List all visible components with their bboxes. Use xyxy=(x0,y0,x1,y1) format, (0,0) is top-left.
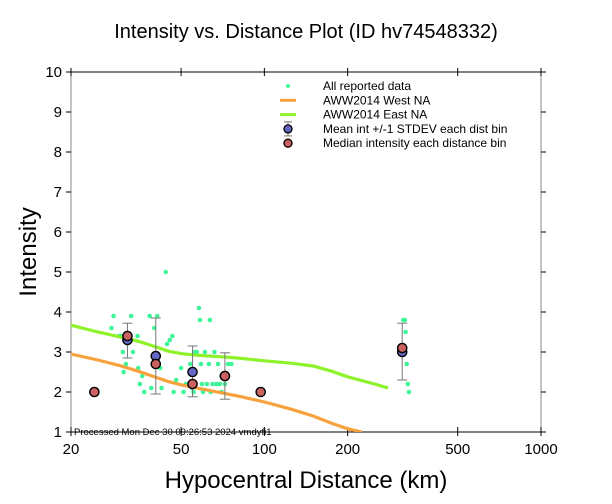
median-intensity-point xyxy=(187,378,198,390)
reported-data-point xyxy=(137,381,143,387)
y-tick-label: 8 xyxy=(54,144,62,161)
legend-mean-icon xyxy=(283,124,293,134)
chart-title: Intensity vs. Distance Plot (ID hv745483… xyxy=(114,21,498,43)
reported-data-point xyxy=(188,361,193,367)
legend-label: Mean int +/-1 STDEV each dist bin xyxy=(323,122,507,136)
reported-data-point xyxy=(167,337,173,343)
reported-data-point xyxy=(198,361,204,367)
reported-data-point xyxy=(147,313,152,319)
reported-data-point xyxy=(121,369,126,375)
x-axis-ticks: 20 50 100 200 500 1000 xyxy=(63,68,558,458)
reported-data-point xyxy=(170,333,175,339)
reported-data-point xyxy=(128,313,134,319)
legend-dot-icon xyxy=(286,84,290,88)
reported-data-point xyxy=(173,377,179,383)
median-intensity-point xyxy=(396,342,408,354)
reported-data-point xyxy=(213,381,219,387)
reported-data-point xyxy=(191,389,196,395)
legend-label: AWW2014 West NA xyxy=(323,93,430,107)
reported-data-point xyxy=(178,365,184,371)
reported-data-point xyxy=(204,381,210,387)
legend-median-icon xyxy=(283,138,293,148)
reported-data-point xyxy=(403,329,408,335)
y-tick-label: 6 xyxy=(54,224,62,241)
reported-data-point xyxy=(148,385,154,391)
reported-data-point xyxy=(164,341,170,347)
reported-data-point xyxy=(120,349,126,355)
y-tick-label: 9 xyxy=(54,104,62,121)
reported-data-point xyxy=(197,317,203,323)
reported-data-point xyxy=(171,389,176,395)
reported-data-point xyxy=(135,365,141,371)
x-tick-label: 1000 xyxy=(524,441,557,458)
reported-data-point xyxy=(405,381,411,387)
y-axis-title: Intensity xyxy=(15,207,42,296)
median-intensity-point xyxy=(89,386,100,398)
reported-data-point xyxy=(141,389,147,395)
reported-data-point xyxy=(206,361,212,367)
y-tick-label: 5 xyxy=(54,264,62,281)
reported-data-point xyxy=(215,361,221,367)
x-tick-label: 500 xyxy=(445,441,470,458)
y-axis-ticks: 1 2 3 4 5 6 7 8 9 10 xyxy=(45,64,546,441)
x-tick-label: 100 xyxy=(252,441,277,458)
reported-data-point xyxy=(139,373,145,379)
mean-intensity-point xyxy=(187,366,198,378)
median-intensity-point xyxy=(150,358,162,370)
y-tick-label: 3 xyxy=(54,344,62,361)
median-intensity-point xyxy=(122,330,133,342)
y-tick-label: 2 xyxy=(54,384,62,401)
reported-data-point xyxy=(404,361,410,367)
reported-data-point xyxy=(109,325,114,331)
reported-data-point xyxy=(202,349,208,355)
median-intensity-point xyxy=(219,370,231,382)
x-tick-label: 50 xyxy=(173,441,190,458)
reported-data-point xyxy=(207,317,213,323)
reported-data-point xyxy=(199,381,205,387)
reported-data-point xyxy=(159,385,164,391)
reported-data-point xyxy=(135,333,140,339)
legend-label: All reported data xyxy=(323,79,411,93)
y-tick-label: 10 xyxy=(45,64,62,81)
reported-data-point xyxy=(212,349,217,355)
x-tick-label: 200 xyxy=(335,441,360,458)
reported-data-point xyxy=(225,361,231,367)
reported-data-point xyxy=(130,349,136,355)
reported-data-point xyxy=(402,317,408,323)
reported-data-point xyxy=(229,361,234,367)
reported-data-point xyxy=(154,313,160,319)
plot-frame xyxy=(70,71,542,433)
east-na-curve xyxy=(71,323,389,390)
y-tick-label: 1 xyxy=(54,424,62,441)
x-axis-title: Hypocentral Distance (km) xyxy=(165,467,448,494)
reported-data-point xyxy=(194,349,200,355)
y-tick-label: 4 xyxy=(54,304,62,321)
legend-label: Median intensity each distance bin xyxy=(323,136,506,150)
reported-data-point xyxy=(406,389,412,395)
reported-data-point xyxy=(210,381,215,387)
reported-data-point xyxy=(217,381,223,387)
y-tick-label: 7 xyxy=(54,184,62,201)
west-na-curve xyxy=(71,352,363,432)
median-intensity-point xyxy=(255,386,267,398)
processed-footer: Processed Mon Dec 30 09:26:53 2024 vmdyf… xyxy=(74,427,272,438)
legend-label: AWW2014 East NA xyxy=(323,108,427,122)
series-layer xyxy=(71,269,412,432)
reported-data-point xyxy=(163,269,169,275)
reported-data-point xyxy=(196,305,202,311)
reported-data-point xyxy=(111,313,116,319)
x-tick-label: 20 xyxy=(63,441,80,458)
reported-data-point xyxy=(123,361,129,367)
reported-data-point xyxy=(181,389,186,395)
